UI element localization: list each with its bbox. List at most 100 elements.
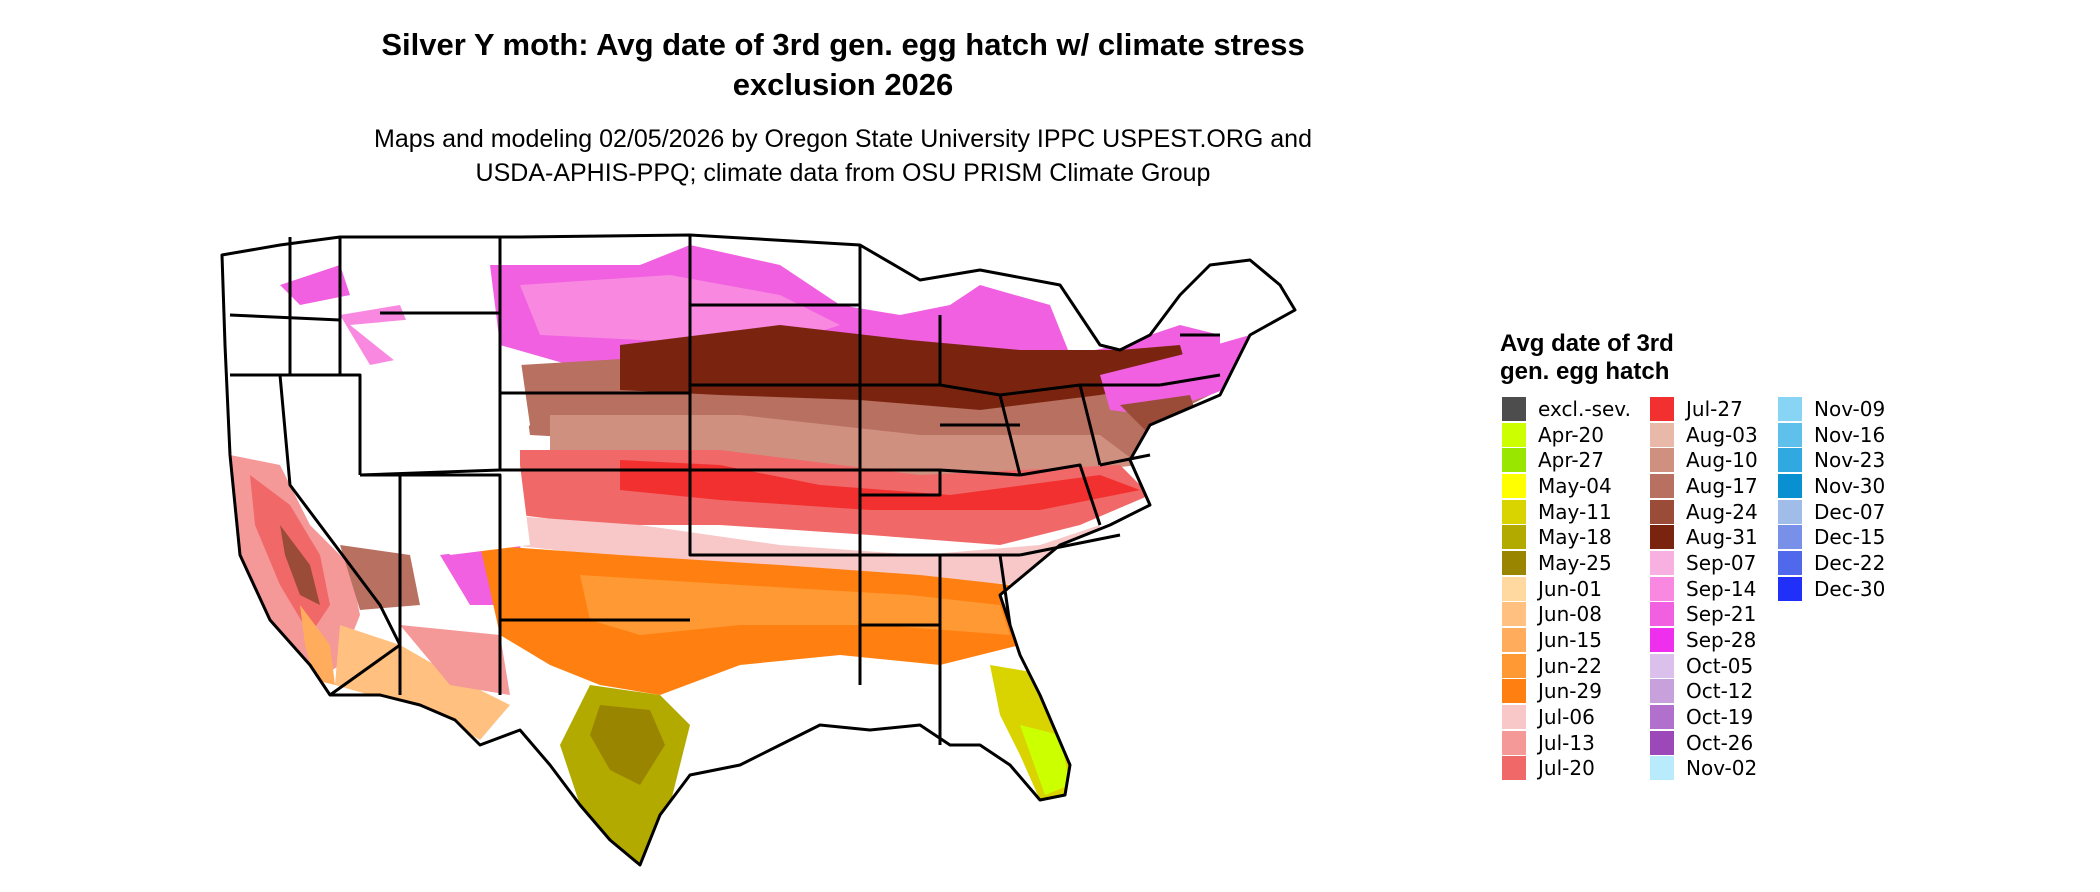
- legend-label: Apr-27: [1538, 448, 1604, 473]
- legend-swatch: [1778, 422, 1802, 447]
- legend-item: Sep-07: [1650, 550, 1758, 576]
- legend-item: Jun-01: [1502, 576, 1631, 602]
- legend-label: Sep-14: [1686, 576, 1757, 601]
- legend-item: Aug-03: [1650, 422, 1758, 448]
- legend-swatch: [1650, 550, 1674, 575]
- legend-item: Dec-07: [1778, 499, 1885, 525]
- legend-label: Jun-29: [1538, 679, 1602, 704]
- legend-label: Oct-12: [1686, 679, 1754, 704]
- legend-item: Jul-27: [1650, 396, 1758, 422]
- legend-label: Sep-07: [1686, 550, 1757, 575]
- legend-swatch: [1650, 705, 1674, 730]
- legend-label: Dec-30: [1814, 576, 1886, 601]
- legend-label: Nov-09: [1814, 396, 1886, 421]
- legend-label: Dec-15: [1814, 525, 1886, 550]
- legend-title-line-1: Avg date of 3rd: [1500, 330, 1674, 357]
- legend-label: May-25: [1538, 550, 1612, 575]
- legend-label: excl.-sev.: [1538, 396, 1631, 421]
- legend-label: Jun-01: [1538, 576, 1602, 601]
- state-borders: [220, 233, 1297, 867]
- legend-item: Nov-16: [1778, 422, 1885, 448]
- legend-label: Jul-06: [1538, 705, 1595, 730]
- legend-label: Aug-10: [1686, 448, 1758, 473]
- hatch-date-shading: [222, 235, 1295, 865]
- legend-swatch: [1502, 679, 1526, 704]
- legend-swatch: [1502, 756, 1526, 781]
- legend-item: Nov-02: [1650, 756, 1758, 782]
- legend-item: Dec-22: [1778, 550, 1885, 576]
- legend-item: Sep-14: [1650, 576, 1758, 602]
- legend-label: Sep-21: [1686, 602, 1757, 627]
- legend-item: Aug-10: [1650, 447, 1758, 473]
- legend-label: Jul-20: [1538, 756, 1595, 781]
- legend-swatch: [1502, 550, 1526, 575]
- legend-item: excl.-sev.: [1502, 396, 1631, 422]
- legend-item: Nov-23: [1778, 447, 1885, 473]
- legend-swatch: [1778, 576, 1802, 601]
- legend-label: May-04: [1538, 473, 1612, 498]
- legend-item: Oct-19: [1650, 704, 1758, 730]
- legend-swatch: [1502, 576, 1526, 601]
- legend-swatch: [1650, 525, 1674, 550]
- map-subtitle: Maps and modeling 02/05/2026 by Oregon S…: [170, 122, 1516, 190]
- legend-item: Jul-20: [1502, 756, 1631, 782]
- legend-label: Oct-26: [1686, 730, 1754, 755]
- legend-label: Nov-30: [1814, 473, 1886, 498]
- legend-swatch: [1502, 422, 1526, 447]
- legend-swatch: [1650, 679, 1674, 704]
- legend-item: Dec-30: [1778, 576, 1885, 602]
- legend-item: May-25: [1502, 550, 1631, 576]
- legend-item: May-18: [1502, 524, 1631, 550]
- legend-item: Aug-24: [1650, 499, 1758, 525]
- legend-swatch: [1778, 525, 1802, 550]
- legend-label: Jun-22: [1538, 653, 1602, 678]
- legend-swatch: [1778, 499, 1802, 524]
- legend-item: Apr-27: [1502, 447, 1631, 473]
- legend-label: Aug-03: [1686, 422, 1758, 447]
- legend-swatch: [1502, 499, 1526, 524]
- legend-swatch: [1502, 653, 1526, 678]
- legend-column-1: excl.-sev. Apr-20 Apr-27 May-04 May-11 May-18…: [1502, 396, 1631, 781]
- legend-label: Nov-23: [1814, 448, 1886, 473]
- legend-item: Dec-15: [1778, 524, 1885, 550]
- legend-swatch: [1650, 422, 1674, 447]
- title-line-2: exclusion 2026: [732, 67, 954, 102]
- legend-item: Aug-31: [1650, 524, 1758, 550]
- title-line-1: Silver Y moth: Avg date of 3rd gen. egg …: [381, 27, 1305, 62]
- legend-swatch: [1650, 628, 1674, 653]
- legend-item: Sep-28: [1650, 627, 1758, 653]
- legend-swatch: [1502, 730, 1526, 755]
- legend-label: Dec-22: [1814, 550, 1886, 575]
- legend-swatch: [1650, 576, 1674, 601]
- legend-swatch: [1502, 448, 1526, 473]
- legend-swatch: [1650, 653, 1674, 678]
- legend-label: Jun-15: [1538, 628, 1602, 653]
- legend-label: Aug-17: [1686, 473, 1758, 498]
- legend-item: Jun-29: [1502, 679, 1631, 705]
- legend-item: Jun-08: [1502, 602, 1631, 628]
- legend-item: Sep-21: [1650, 602, 1758, 628]
- legend-item: Nov-09: [1778, 396, 1885, 422]
- legend-item: Nov-30: [1778, 473, 1885, 499]
- legend-item: Apr-20: [1502, 422, 1631, 448]
- legend-column-3: Nov-09 Nov-16 Nov-23 Nov-30 Dec-07 Dec-15 Dec-…: [1778, 396, 1885, 602]
- legend-item: Jun-22: [1502, 653, 1631, 679]
- legend-swatch: [1778, 550, 1802, 575]
- legend-swatch: [1502, 628, 1526, 653]
- legend-swatch: [1502, 525, 1526, 550]
- legend-swatch: [1778, 448, 1802, 473]
- legend-swatch: [1650, 756, 1674, 781]
- legend-label: Dec-07: [1814, 499, 1886, 524]
- legend-label: Sep-28: [1686, 628, 1757, 653]
- legend-swatch: [1778, 473, 1802, 498]
- legend-item: Jul-06: [1502, 704, 1631, 730]
- subtitle-line-2: USDA-APHIS-PPQ; climate data from OSU PR…: [475, 159, 1211, 187]
- legend-label: Aug-24: [1686, 499, 1758, 524]
- legend-item: Jun-15: [1502, 627, 1631, 653]
- legend-swatch: [1650, 499, 1674, 524]
- legend-label: May-11: [1538, 499, 1612, 524]
- legend-label: Nov-16: [1814, 422, 1886, 447]
- legend-title: Avg date of 3rd gen. egg hatch: [1500, 330, 1740, 386]
- legend-label: May-18: [1538, 525, 1612, 550]
- legend-label: Jun-08: [1538, 602, 1602, 627]
